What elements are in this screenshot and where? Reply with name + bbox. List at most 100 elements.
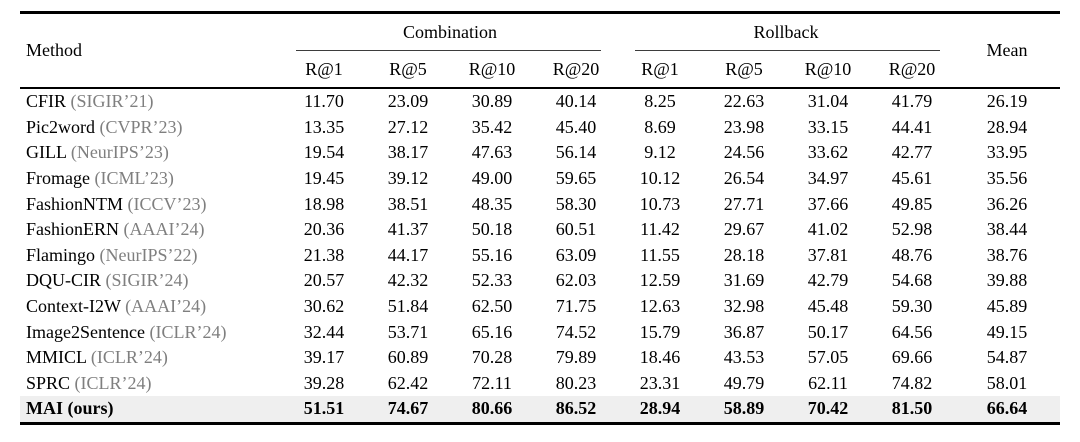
combination-r5-cell: 23.09 [387,91,429,112]
method-cell: GILL (NeurIPS’23) [20,140,282,166]
mean-cell: 45.89 [986,296,1028,317]
column-header-combination-r20: R@20 [534,51,618,89]
rollback-r20-cell: 49.85 [891,193,933,214]
rollback-r1-cell: 18.46 [639,347,681,368]
method-name: DQU-CIR [26,270,101,291]
combination-r5-cell: 44.17 [387,244,429,265]
rollback-r20-cell: 81.50 [891,398,933,419]
rollback-r1-cell: 11.55 [640,244,680,265]
table-row: Pic2word (CVPR’23) 13.35 27.12 35.42 45.… [20,115,1060,141]
mean-cell: 38.44 [986,219,1028,240]
group-header-rollback: Rollback [618,13,954,52]
method-cell: Flamingo (NeurIPS’22) [20,243,282,269]
combination-r5-cell: 60.89 [387,347,429,368]
rollback-r1-cell: 12.59 [639,270,681,291]
rollback-r1-cell: 10.73 [639,193,681,214]
method-name: SPRC [26,372,71,393]
combination-r20-cell: 74.52 [555,321,597,342]
combination-r20-cell: 80.23 [555,372,597,393]
combination-r20-cell: 62.03 [555,270,597,291]
rollback-r10-cell: 62.11 [808,372,848,393]
rollback-r5-cell: 23.98 [723,116,765,137]
combination-r1-cell: 20.36 [303,219,345,240]
method-name: MMICL [26,347,87,368]
rollback-r5-cell: 43.53 [723,347,765,368]
rollback-r1-cell: 12.63 [639,296,681,317]
table-row: FashionNTM (ICCV’23) 18.98 38.51 48.35 5… [20,191,1060,217]
table-row: GILL (NeurIPS’23) 19.54 38.17 47.63 56.1… [20,140,1060,166]
combination-r1-cell: 32.44 [303,321,345,342]
method-cell: MAI (ours) [20,396,282,423]
table-row: DQU-CIR (SIGIR’24) 20.57 42.32 52.33 62.… [20,268,1060,294]
column-header-rollback-r10: R@10 [786,51,870,89]
method-cell: SPRC (ICLR’24) [20,371,282,397]
rollback-r1-cell: 15.79 [639,321,681,342]
venue-label: (ICML’23) [94,168,174,189]
group-header-row: Method Combination Rollback Mean [20,12,1060,89]
combination-r5-cell: 42.32 [387,270,429,291]
table-row: CFIR (SIGIR’21) 11.70 23.09 30.89 40.14 … [20,88,1060,115]
combination-r1-cell: 21.38 [303,244,345,265]
mean-cell: 35.56 [986,168,1028,189]
combination-r10-cell: 35.42 [471,116,513,137]
combination-r5-cell: 51.84 [387,296,429,317]
combination-r1-cell: 11.70 [304,91,344,112]
venue-label: (SIGIR’21) [70,91,154,112]
method-cell: Context-I2W (AAAI’24) [20,294,282,320]
rollback-r1-cell: 9.12 [644,142,676,163]
combination-r1-cell: 20.57 [303,270,345,291]
rollback-r5-cell: 27.71 [723,193,765,214]
combination-r10-cell: 72.11 [472,372,512,393]
rollback-r20-cell: 54.68 [891,270,933,291]
combination-r20-cell: 58.30 [555,193,597,214]
rollback-r20-cell: 44.41 [891,116,933,137]
mean-cell: 28.94 [986,116,1028,137]
venue-label: (NeurIPS’22) [99,244,198,265]
results-table-container: Method Combination Rollback Mean R@1 R@5… [20,11,1060,425]
column-header-rollback-r1: R@1 [618,51,702,89]
venue-label: (ours) [67,398,114,419]
combination-r1-cell: 39.28 [303,372,345,393]
column-header-rollback-r20: R@20 [870,51,954,89]
venue-label: (SIGIR’24) [105,270,189,291]
rollback-r1-cell: 8.25 [644,91,676,112]
combination-r10-cell: 48.35 [471,193,513,214]
rollback-r10-cell: 41.02 [807,219,849,240]
method-name: FashionERN [26,219,120,240]
combination-r5-cell: 38.17 [387,142,429,163]
rollback-r5-cell: 49.79 [723,372,765,393]
rollback-r10-cell: 42.79 [807,270,849,291]
rollback-r10-cell: 33.62 [807,142,849,163]
table-row: MAI (ours) 51.51 74.67 80.66 86.52 28.94… [20,396,1060,424]
rollback-r20-cell: 74.82 [891,372,933,393]
method-name: CFIR [26,91,67,112]
combination-r1-cell: 30.62 [303,296,345,317]
mean-cell: 49.15 [986,321,1028,342]
column-header-rollback-r5: R@5 [702,51,786,89]
combination-r1-cell: 51.51 [303,398,345,419]
combination-r5-cell: 41.37 [387,219,429,240]
method-cell: DQU-CIR (SIGIR’24) [20,268,282,294]
rollback-r20-cell: 64.56 [891,321,933,342]
table-row: MMICL (ICLR’24) 39.17 60.89 70.28 79.89 … [20,345,1060,371]
table-row: Image2Sentence (ICLR’24) 32.44 53.71 65.… [20,319,1060,345]
method-name: Fromage [26,168,90,189]
group-label-rollback: Rollback [753,22,819,42]
combination-r1-cell: 19.45 [303,168,345,189]
combination-r20-cell: 40.14 [555,91,597,112]
mean-cell: 39.88 [986,270,1028,291]
combination-r20-cell: 86.52 [555,398,597,419]
combination-r1-cell: 13.35 [303,116,345,137]
venue-label: (ICLR’24) [90,347,168,368]
rollback-r1-cell: 10.12 [639,168,681,189]
rollback-r10-cell: 31.04 [807,91,849,112]
rollback-r10-cell: 34.97 [807,168,849,189]
combination-r5-cell: 38.51 [387,193,429,214]
mean-cell: 38.76 [986,244,1028,265]
mean-cell: 66.64 [986,398,1028,419]
rollback-r20-cell: 45.61 [891,168,933,189]
combination-r20-cell: 63.09 [555,244,597,265]
rollback-r20-cell: 59.30 [891,296,933,317]
combination-r10-cell: 55.16 [471,244,513,265]
combination-r20-cell: 79.89 [555,347,597,368]
